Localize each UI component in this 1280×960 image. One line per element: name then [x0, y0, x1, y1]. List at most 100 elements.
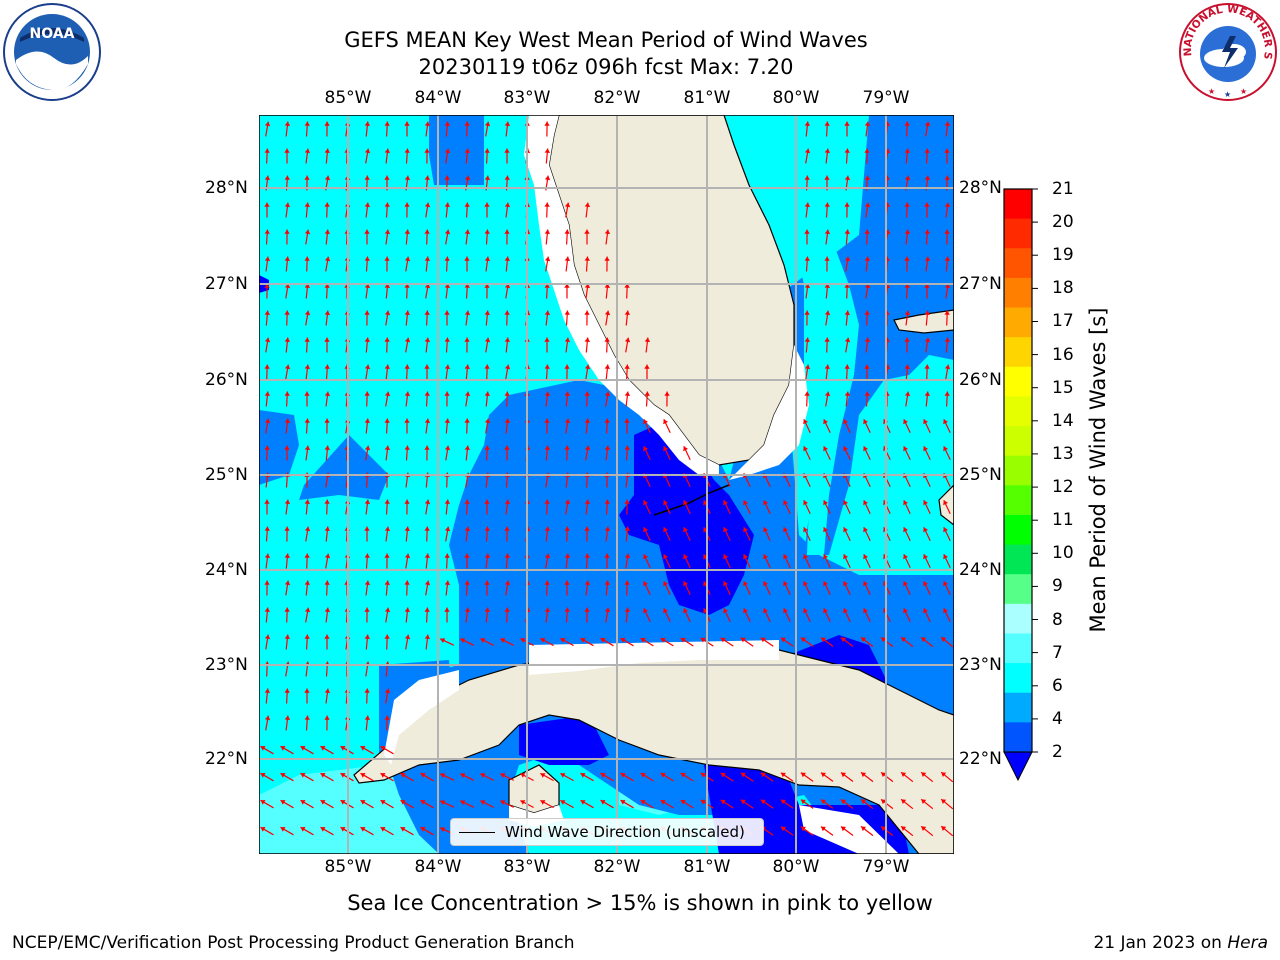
wind-wave-arrowhead: [620, 773, 626, 778]
wind-wave-arrowhead: [264, 202, 270, 207]
wind-wave-arrowhead: [643, 446, 648, 452]
wind-wave-arrowhead: [584, 391, 590, 396]
wind-wave-arrowhead: [264, 175, 271, 181]
wind-wave-arrowhead: [584, 607, 590, 612]
colorbar-cell: [1004, 366, 1032, 397]
wind-wave-arrowhead: [763, 554, 768, 560]
wind-wave-arrowhead: [500, 773, 506, 778]
wind-wave-arrowhead: [364, 283, 371, 289]
wind-wave-arrowhead: [584, 310, 590, 315]
wind-wave-arrowhead: [444, 256, 450, 261]
wind-wave-arrowhead: [264, 364, 270, 369]
wind-wave-arrowhead: [464, 283, 470, 288]
wind-wave-arrowhead: [823, 608, 828, 614]
wind-wave-arrowhead: [544, 310, 551, 316]
wind-wave-arrowhead: [624, 499, 630, 504]
wind-wave-arrowhead: [304, 391, 310, 396]
wind-wave-arrowhead: [364, 715, 370, 720]
wind-wave-arrowhead: [643, 554, 648, 560]
colorbar-tick-label: 8: [1052, 609, 1063, 630]
wind-wave-arrowhead: [364, 364, 371, 370]
wind-wave-arrowhead: [703, 608, 708, 614]
wind-wave-arrowhead: [881, 637, 887, 643]
wind-wave-arrowhead: [424, 499, 431, 505]
wind-wave-arrowhead: [924, 364, 930, 369]
wind-wave-arrowhead: [324, 634, 330, 639]
wind-wave-arrowhead: [624, 445, 630, 450]
wind-wave-arrowhead: [783, 527, 788, 533]
colorbar-cell: [1004, 663, 1032, 694]
wind-wave-arrowhead: [600, 638, 606, 643]
wind-wave-arrowhead: [944, 283, 951, 289]
wind-wave-arrowhead: [380, 773, 386, 778]
colorbar-tick-label: 7: [1052, 642, 1063, 663]
wind-wave-arrowhead: [444, 391, 450, 396]
wind-wave-arrowhead: [404, 310, 410, 315]
wind-wave-arrowhead: [284, 526, 290, 531]
wind-wave-arrowhead: [564, 310, 570, 315]
wind-wave-arrowhead: [903, 527, 908, 533]
wind-wave-arrowhead: [484, 391, 490, 396]
wind-wave-arrowhead: [740, 772, 746, 778]
wind-wave-arrowhead: [944, 229, 950, 234]
wind-wave-arrowhead: [584, 553, 590, 558]
wind-wave-arrowhead: [864, 310, 870, 315]
svg-text:★: ★: [1224, 90, 1231, 99]
wind-wave-arrowhead: [484, 418, 491, 424]
wind-wave-arrowhead: [544, 580, 550, 585]
wind-wave-arrowhead: [924, 148, 930, 153]
lat-label-left: 24°N: [205, 560, 248, 580]
wind-wave-arrowhead: [624, 607, 630, 612]
wind-wave-arrowhead: [444, 445, 451, 451]
wind-wave-arrowhead: [841, 772, 846, 778]
wind-wave-arrowhead: [484, 526, 490, 531]
wind-wave-arrowhead: [804, 256, 810, 261]
wind-wave-arrowhead: [564, 499, 571, 505]
wind-wave-arrowhead: [700, 799, 706, 805]
wind-wave-arrowhead: [464, 202, 470, 207]
wind-wave-arrowhead: [304, 121, 310, 126]
wind-wave-arrowhead: [800, 826, 806, 832]
wind-wave-arrowhead: [544, 391, 551, 397]
wind-wave-arrowhead: [903, 554, 908, 560]
wind-wave-arrowhead: [941, 799, 947, 804]
wind-wave-arrowhead: [560, 773, 566, 778]
wind-wave-arrowhead: [924, 391, 930, 396]
wind-wave-arrowhead: [924, 175, 931, 181]
wind-wave-arrowhead: [504, 580, 511, 586]
wind-wave-arrowhead: [544, 256, 551, 262]
wind-wave-arrowhead: [680, 773, 686, 778]
wind-wave-arrowhead: [484, 283, 490, 288]
wind-wave-arrowhead: [824, 148, 831, 154]
wind-wave-arrowhead: [440, 800, 446, 805]
wind-wave-arrowhead: [944, 256, 950, 261]
wind-wave-arrowhead: [384, 148, 391, 154]
colorbar: [1003, 188, 1038, 782]
wind-wave-arrowhead: [783, 608, 788, 614]
wind-wave-arrowhead: [444, 364, 451, 370]
wind-wave-arrowhead: [564, 202, 571, 208]
colorbar-tick-label: 15: [1052, 377, 1074, 398]
wind-wave-arrowhead: [640, 800, 646, 805]
wind-wave-arrowhead: [841, 637, 846, 643]
wind-wave-arrowhead: [824, 364, 830, 369]
wind-wave-arrowhead: [340, 773, 346, 778]
wind-wave-arrowhead: [903, 581, 908, 587]
colorbar-cell: [1004, 485, 1032, 516]
wind-wave-arrowhead: [804, 121, 810, 126]
map-title: GEFS MEAN Key West Mean Period of Wind W…: [344, 28, 868, 52]
wind-wave-arrowhead: [923, 527, 928, 533]
wind-wave-arrowhead: [763, 500, 768, 506]
wind-wave-arrowhead: [780, 826, 786, 832]
colorbar-tick-label: 18: [1052, 278, 1074, 299]
wind-wave-arrowhead: [520, 773, 526, 778]
wind-wave-arrowhead: [804, 175, 810, 180]
wind-wave-arrowhead: [480, 773, 486, 778]
wind-wave-arrowhead: [700, 637, 706, 643]
wind-wave-arrowhead: [364, 391, 370, 396]
wind-wave-arrowhead: [304, 634, 310, 639]
lon-label-bottom: 81°W: [683, 857, 731, 877]
map-subtitle: 20230119 t06z 096h fcst Max: 7.20: [418, 55, 794, 79]
wind-wave-arrowhead: [364, 634, 370, 639]
wind-wave-arrowhead: [863, 581, 868, 587]
